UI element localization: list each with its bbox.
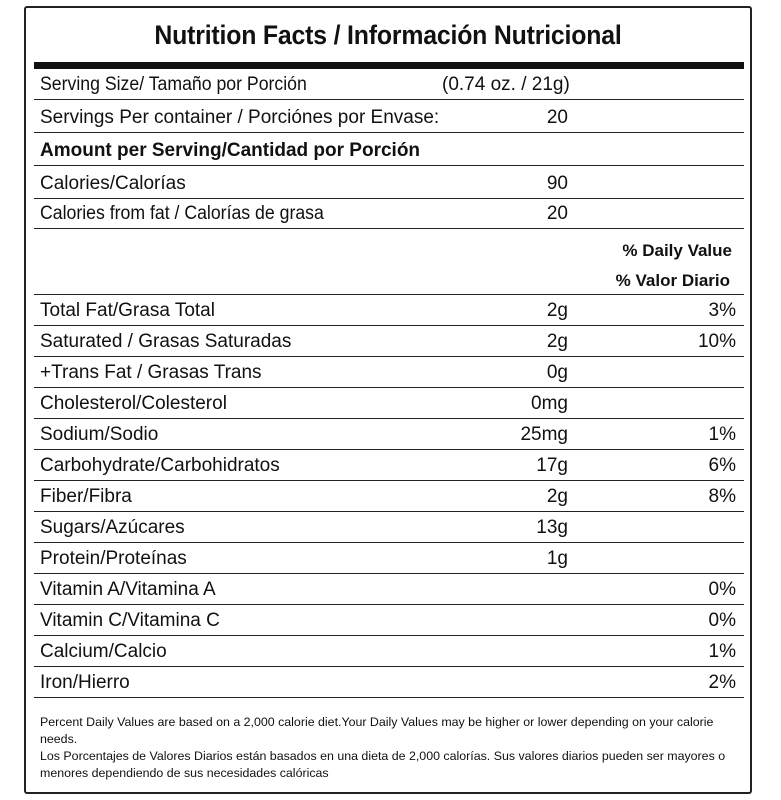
nutrient-daily-value: 3% [708,300,736,321]
nutrient-label: +Trans Fat / Grasas Trans [40,362,262,383]
nutrient-label: Vitamin C/Vitamina C [40,610,220,631]
footnotes: Percent Daily Values are based on a 2,00… [40,714,740,782]
nutrient-label: Fiber/Fibra [40,486,132,507]
calories-fat-row: Calories from fat / Calorías de grasa 20 [34,198,744,229]
nutrient-row: Saturated / Grasas Saturadas 2g 10% [34,326,744,357]
nutrient-row: +Trans Fat / Grasas Trans 0g [34,357,744,388]
nutrient-label: Cholesterol/Colesterol [40,393,227,414]
amount-header-row: Amount per Serving/Cantidad por Porción [34,135,744,166]
nutrient-daily-value: 1% [708,641,736,662]
nutrient-daily-value: 6% [708,455,736,476]
serving-size-value: (0.74 oz. / 21g) [442,74,570,95]
nutrient-label: Iron/Hierro [40,672,130,693]
nutrient-row: Protein/Proteínas 1g [34,543,744,574]
nutrient-row: Vitamin C/Vitamina C 0% [34,605,744,636]
nutrient-amount: 0g [546,362,568,383]
nutrient-amount: 25mg [520,424,568,445]
nutrient-label: Carbohydrate/Carbohidratos [40,455,280,476]
servings-per-container-label: Servings Per container / Porciónes por E… [40,107,440,128]
calories-fat-label: Calories from fat / Calorías de grasa [40,203,324,224]
footnote-english: Percent Daily Values are based on a 2,00… [40,715,714,746]
nutrient-daily-value: 1% [708,424,736,445]
nutrient-row: Sugars/Azúcares 13g [34,512,744,543]
nutrient-amount: 13g [536,517,568,538]
nutrient-label: Saturated / Grasas Saturadas [40,331,292,352]
nutrition-label: Nutrition Facts / Información Nutriciona… [24,6,752,794]
footnote-spanish: Los Porcentajes de Valores Diarios están… [40,749,726,780]
daily-value-header-en: % Daily Value [622,241,732,260]
serving-size-row: Serving Size/ Tamaño por Porción (0.74 o… [34,69,744,100]
servings-per-container-row: Servings Per container / Porciónes por E… [34,102,744,133]
thick-divider [34,62,744,69]
nutrient-row: Cholesterol/Colesterol 0mg [34,388,744,419]
calories-label: Calories/Calorías [40,173,186,194]
nutrient-amount: 0mg [531,393,568,414]
nutrient-row: Vitamin A/Vitamina A 0% [34,574,744,605]
nutrient-amount: 2g [546,486,568,507]
nutrient-amount: 1g [546,548,568,569]
nutrient-row: Calcium/Calcio 1% [34,636,744,667]
nutrient-daily-value: 2% [708,672,736,693]
nutrient-row: Fiber/Fibra 2g 8% [34,481,744,512]
daily-value-header-row: % Daily Value % Valor Diario [34,232,744,295]
nutrient-daily-value: 8% [708,486,736,507]
nutrient-amount: 2g [546,300,568,321]
calories-row: Calories/Calorías 90 [34,168,744,199]
nutrient-label: Protein/Proteínas [40,548,187,569]
nutrient-label: Calcium/Calcio [40,641,167,662]
nutrient-amount: 2g [546,331,568,352]
nutrient-daily-value: 0% [708,579,736,600]
nutrient-row: Carbohydrate/Carbohidratos 17g 6% [34,450,744,481]
nutrient-row: Total Fat/Grasa Total 2g 3% [34,295,744,326]
nutrient-label: Sodium/Sodio [40,424,159,445]
calories-fat-value: 20 [546,203,568,224]
amount-header: Amount per Serving/Cantidad por Porción [40,140,421,161]
nutrient-row: Sodium/Sodio 25mg 1% [34,419,744,450]
daily-value-header-es: % Valor Diario [615,271,730,290]
nutrient-daily-value: 0% [708,610,736,631]
label-title: Nutrition Facts / Información Nutriciona… [154,20,622,50]
nutrient-amount: 17g [536,455,568,476]
nutrient-label: Total Fat/Grasa Total [40,300,215,321]
nutrient-label: Sugars/Azúcares [40,517,185,538]
servings-per-container-value: 20 [546,107,568,128]
calories-value: 90 [546,173,568,194]
nutrient-label: Vitamin A/Vitamina A [40,579,216,600]
nutrient-daily-value: 10% [697,331,736,352]
serving-size-label: Serving Size/ Tamaño por Porción [40,74,307,95]
nutrient-row: Iron/Hierro 2% [34,667,744,698]
